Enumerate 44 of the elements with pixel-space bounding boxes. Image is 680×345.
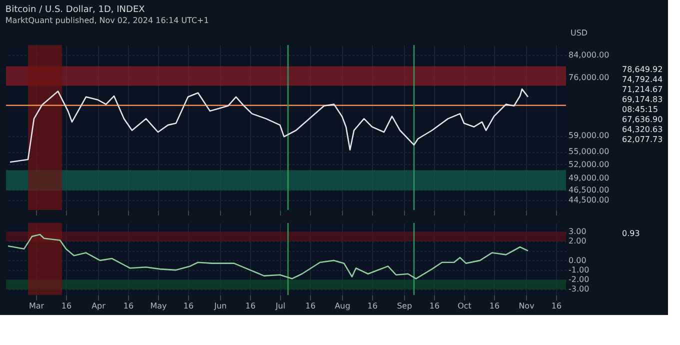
y-tick-label: 2.00	[568, 236, 586, 246]
y-axis-title: USD	[570, 28, 588, 38]
y-tick-label: -3.00	[568, 284, 590, 294]
text: 69,174.83	[622, 94, 663, 104]
y-tick-label: 3.00	[568, 227, 586, 236]
x-tick-label: 16	[61, 302, 72, 310]
chart-subtitle: MarktQuant published, Nov 02, 2024 16:14 UTC+1	[5, 16, 209, 25]
text: 78,649.92	[622, 64, 663, 74]
text: 74,792.44	[622, 74, 663, 84]
x-tick-label: 16	[183, 302, 194, 310]
x-tick-label: Jun	[213, 302, 227, 310]
text: 08:45:15	[622, 104, 658, 114]
x-tick-label: Aug	[334, 302, 350, 310]
y-tick-label: -1.00	[568, 266, 590, 275]
x-tick-label: Nov	[518, 302, 535, 310]
y-tick-label: 59,000.00	[568, 131, 610, 140]
y-tick-label: 46,500.00	[568, 186, 610, 195]
x-tick-label: Mar	[28, 302, 45, 310]
x-tick-label: Apr	[92, 302, 106, 310]
chart-title: Bitcoin / U.S. Dollar, 1D, INDEX	[5, 5, 145, 15]
y-tick-label: 0.00	[568, 256, 586, 265]
x-tick-label: May	[150, 302, 168, 310]
x-tick-label: 16	[429, 302, 440, 310]
x-tick-label: Jul	[274, 302, 286, 310]
y-tick-label: 49,000.00	[568, 174, 610, 183]
x-tick-label: Sep	[396, 302, 412, 310]
text: 71,214.67	[622, 84, 663, 94]
x-tick-label: 16	[489, 302, 500, 310]
y-tick-label: 76,000.00	[568, 73, 610, 82]
y-tick-label: 84,000.00	[568, 50, 610, 60]
text: 67,636.90	[622, 114, 663, 124]
y-tick-label: 55,000.00	[568, 147, 610, 156]
x-tick-label: 16	[305, 302, 316, 310]
x-tick-label: 16	[123, 302, 134, 310]
text: 0.93	[622, 228, 640, 238]
x-tick-label: 16	[245, 302, 256, 310]
text: 64,320.63	[622, 124, 663, 134]
y-tick-label: -2.00	[568, 275, 590, 284]
y-tick-label: 44,500.00	[568, 196, 610, 205]
x-tick-label: 16	[367, 302, 378, 310]
x-tick-label: 16	[551, 302, 562, 310]
x-tick-label: Oct	[458, 302, 472, 310]
y-tick-label: 52,000.00	[568, 160, 610, 169]
text: 62,077.73	[622, 134, 663, 144]
